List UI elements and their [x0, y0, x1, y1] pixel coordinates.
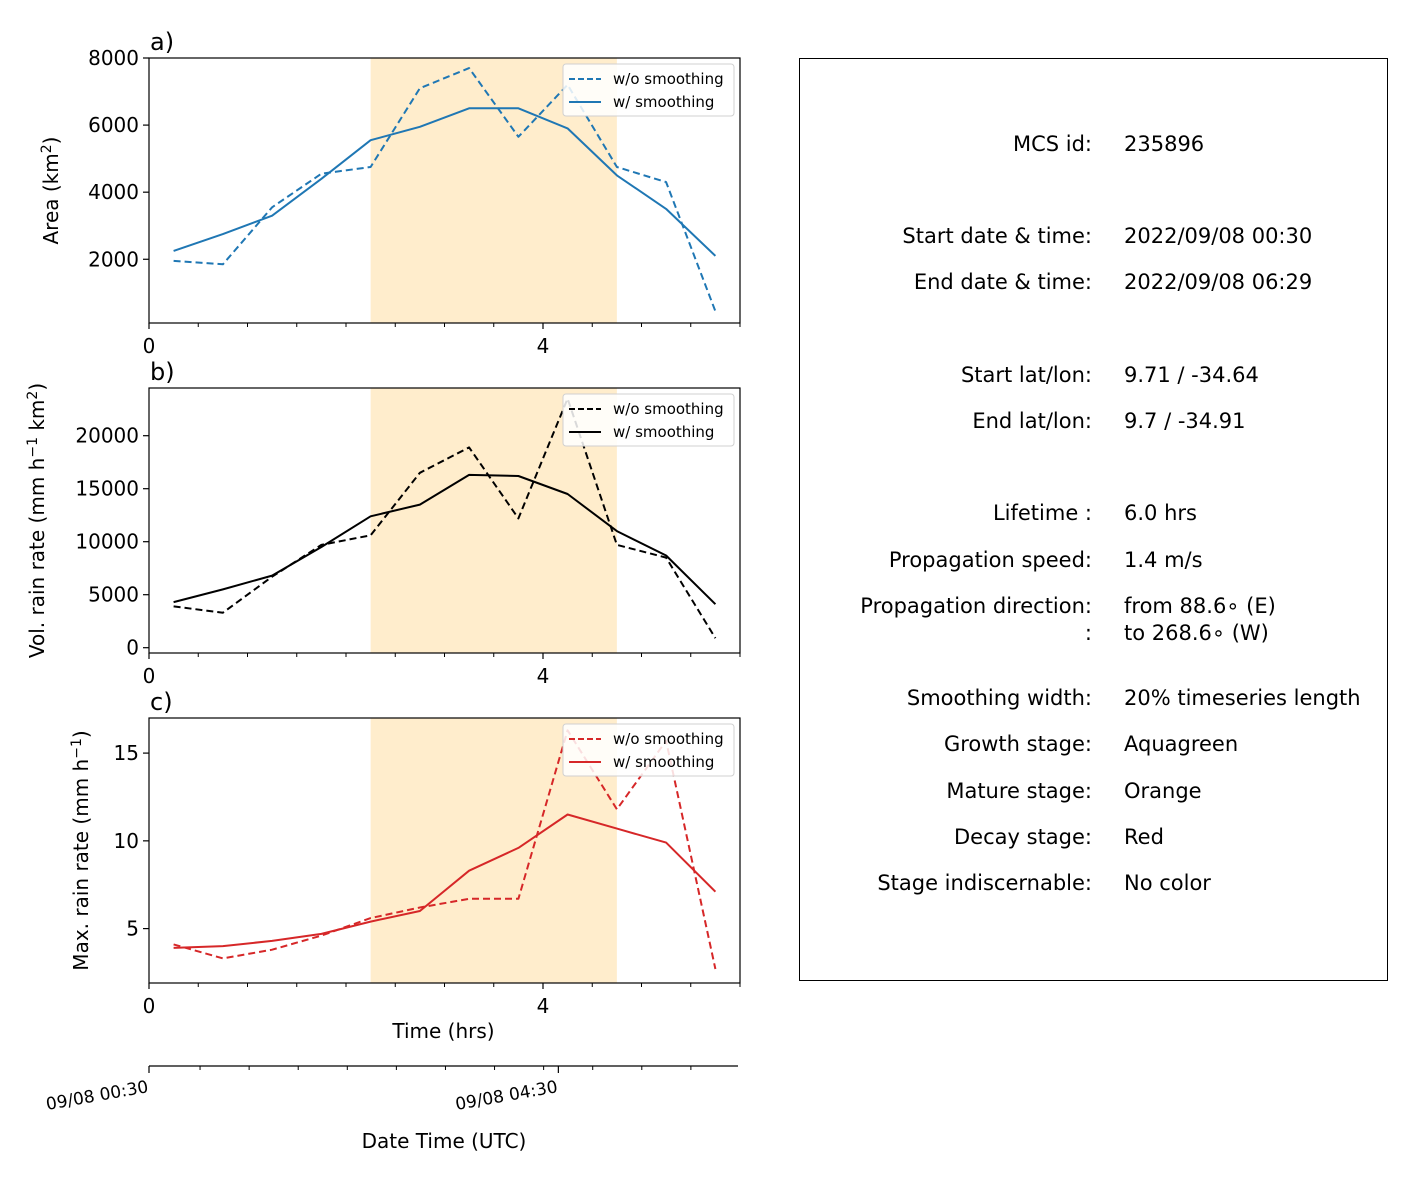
info-value-end-datetime: 2022/09/08 06:29 [1124, 270, 1313, 294]
x-tick-label: 0 [143, 334, 156, 358]
y-tick-label: 8000 [88, 46, 139, 70]
info-value-start-latlon: 9.71 / -34.64 [1124, 363, 1259, 387]
y-tick-label: 5000 [88, 583, 139, 607]
x-tick-label: 4 [537, 334, 550, 358]
y-axis-label-superscript: 2 [39, 144, 55, 153]
series-line-with-smoothing [173, 107, 717, 257]
y-tick-label: 2000 [88, 247, 139, 271]
series-line-without-smoothing [173, 397, 717, 639]
y-tick-label: 6000 [88, 113, 139, 137]
y-axis-label-superscript: −1 [25, 437, 41, 458]
info-value-stage-indiscernable: No color [1124, 871, 1211, 895]
y-axis-label-text: ) [25, 383, 49, 391]
info-value-smoothing-width: 20% timeseries length [1124, 686, 1361, 710]
chart-panel-b: 0 5000 10000 15000 20000 0 4 b) Vol. rain rate (… [25, 358, 741, 688]
info-key-propagation-speed: Propagation speed: [888, 548, 1092, 572]
series-line-without-smoothing [173, 729, 717, 970]
y-tick-label: 10000 [75, 530, 139, 554]
legend: w/o smoothing w/ smoothing [562, 63, 735, 117]
legend-entry: w/ smoothing [613, 93, 714, 111]
y-axis-label-text: Max. rain rate (mm h [69, 759, 93, 971]
info-key-lifetime: Lifetime : [992, 501, 1092, 525]
info-key-end-latlon: End lat/lon: [972, 409, 1092, 433]
x-tick-label: 0 [143, 994, 156, 1018]
x-axis-label: Time (hrs) [391, 1019, 494, 1043]
x-tick-label: 4 [537, 994, 550, 1018]
legend-entry: w/o smoothing [613, 70, 724, 88]
legend-entry: w/ smoothing [613, 423, 714, 441]
legend-entry: w/ smoothing [613, 753, 714, 771]
info-key-stage-indiscernable: Stage indiscernable: [877, 871, 1092, 895]
legend-box [562, 63, 735, 117]
chart-panel-c: 5 10 15 0 4 c) Max. rain rate (mm h−1) Time (hr… [69, 688, 741, 1043]
y-tick-label: 15000 [75, 477, 139, 501]
chart-panel-a: 2000 4000 6000 8000 0 4 a) Area (km2) w/o smooth… [39, 28, 741, 358]
info-value-start-datetime: 2022/09/08 00:30 [1124, 224, 1313, 248]
series-line-with-smoothing [173, 473, 717, 605]
info-key-start-latlon: Start lat/lon: [960, 363, 1092, 387]
y-axis-label: Max. rain rate (mm h−1) [69, 730, 93, 970]
y-axis-label-text: km [25, 400, 49, 437]
info-key-end-datetime: End date & time: [913, 270, 1092, 294]
date-time-axis: 09/08 00:30 09/08 04:30 Date Time (UTC) [45, 1065, 738, 1153]
y-axis-label: Vol. rain rate (mm h−1 km2) [25, 383, 49, 658]
panel-label: c) [150, 688, 173, 716]
legend: w/o smoothing w/ smoothing [562, 723, 735, 777]
y-axis-label-text: Vol. rain rate (mm h [25, 458, 49, 659]
series-line-without-smoothing [173, 67, 717, 312]
y-axis-label-text: Area (km [39, 153, 63, 244]
info-key-propagation-direction-cont: : [1084, 621, 1092, 645]
legend: w/o smoothing w/ smoothing [562, 393, 735, 447]
x-tick-label: 4 [537, 664, 550, 688]
info-value-growth-stage: Aquagreen [1124, 732, 1239, 756]
y-axis-label: Area (km2) [39, 137, 63, 245]
info-value-propagation-speed: 1.4 m/s [1124, 548, 1203, 572]
y-tick-label: 20000 [75, 424, 139, 448]
y-axis-label-text: ) [39, 137, 63, 145]
info-value-propagation-to: to 268.6∘ (W) [1124, 621, 1269, 645]
date-tick-label: 09/08 04:30 [454, 1077, 559, 1115]
y-axis-label-superscript: −1 [69, 738, 85, 759]
legend-box [562, 723, 735, 777]
info-value-decay-stage: Red [1124, 825, 1164, 849]
info-value-mature-stage: Orange [1124, 779, 1202, 803]
panel-label: b) [150, 358, 175, 386]
info-key-mature-stage: Mature stage: [946, 779, 1092, 803]
info-key-decay-stage: Decay stage: [954, 825, 1092, 849]
legend-entry: w/o smoothing [613, 730, 724, 748]
series-line-with-smoothing [173, 813, 717, 949]
info-value-propagation-from: from 88.6∘ (E) [1124, 594, 1276, 618]
x-tick-label: 0 [143, 664, 156, 688]
legend-box [562, 393, 735, 447]
panel-label: a) [150, 28, 174, 56]
info-value-lifetime: 6.0 hrs [1124, 501, 1197, 525]
y-tick-label: 4000 [88, 180, 139, 204]
y-axis-label-text: ) [69, 730, 93, 738]
legend-entry: w/o smoothing [613, 400, 724, 418]
y-tick-label: 15 [114, 741, 139, 765]
info-panel: MCS id: 235896 Start date & time: 2022/0… [799, 58, 1388, 981]
info-key-propagation-direction: Propagation direction: [860, 594, 1092, 618]
info-key-growth-stage: Growth stage: [943, 732, 1092, 756]
info-value-end-latlon: 9.7 / -34.91 [1124, 409, 1246, 433]
y-tick-label: 0 [126, 636, 139, 660]
date-tick-label: 09/08 00:30 [45, 1077, 150, 1115]
y-tick-label: 5 [126, 917, 139, 941]
info-value-mcs-id: 235896 [1124, 132, 1205, 156]
y-tick-label: 10 [114, 829, 139, 853]
info-key-start-datetime: Start date & time: [902, 224, 1092, 248]
info-key-mcs-id: MCS id: [1012, 132, 1092, 156]
date-axis-label: Date Time (UTC) [362, 1129, 527, 1153]
info-key-smoothing-width: Smoothing width: [906, 686, 1092, 710]
y-axis-label-superscript: 2 [25, 391, 41, 400]
